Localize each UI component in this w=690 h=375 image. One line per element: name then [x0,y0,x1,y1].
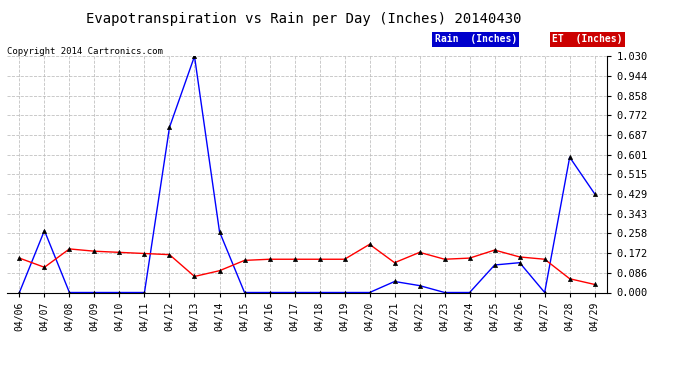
Text: Rain  (Inches): Rain (Inches) [435,34,517,44]
Text: Evapotranspiration vs Rain per Day (Inches) 20140430: Evapotranspiration vs Rain per Day (Inch… [86,12,522,26]
Text: ET  (Inches): ET (Inches) [552,34,622,44]
Text: Copyright 2014 Cartronics.com: Copyright 2014 Cartronics.com [7,47,163,56]
